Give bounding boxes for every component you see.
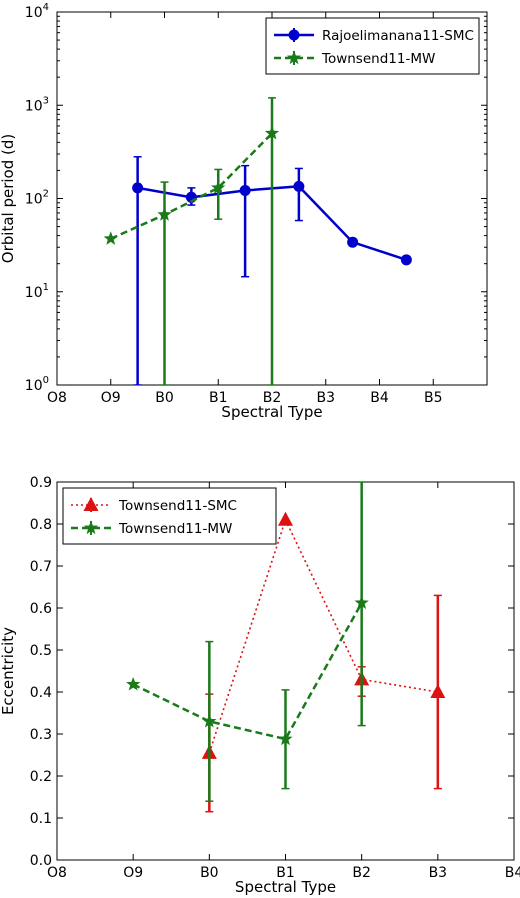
y-tick-base: 10	[25, 285, 43, 301]
y-tick-label: 104	[25, 2, 49, 21]
y-tick-label: 100	[25, 375, 49, 394]
x-tick-label: B4	[505, 865, 520, 881]
data-point	[126, 676, 141, 691]
x-tick-label: B4	[370, 390, 389, 406]
y-tick-label: 0.5	[30, 643, 52, 659]
x-tick-label: B2	[352, 865, 371, 881]
series-line	[110, 132, 273, 240]
y-tick-exponent: 4	[43, 2, 49, 13]
data-point	[293, 180, 305, 192]
x-tick-label: B3	[429, 865, 448, 881]
y-axis-label: Orbital period (d)	[0, 134, 17, 263]
x-tick-label: O8	[47, 865, 67, 881]
series-Townsend11-SMC	[201, 511, 446, 813]
data-area	[103, 97, 412, 385]
data-point	[239, 184, 251, 196]
series-line	[208, 517, 438, 754]
x-axis-label: Spectral Type	[235, 878, 336, 896]
y-tick-exponent: 2	[43, 189, 49, 200]
legend-label: Townsend11-MW	[118, 521, 232, 537]
data-point	[132, 182, 144, 194]
legend-box	[62, 487, 277, 545]
y-tick-base: 10	[25, 98, 43, 114]
data-point	[400, 254, 412, 266]
x-tick-label: B0	[200, 865, 219, 881]
data-point	[202, 713, 217, 728]
legend-marker	[83, 520, 99, 535]
legend-marker	[83, 497, 99, 511]
x-axis-label: Spectral Type	[221, 403, 322, 421]
series-line	[132, 602, 363, 741]
legend: Townsend11-SMC Townsend11-MW	[62, 487, 277, 545]
y-tick-label: 103	[25, 95, 49, 114]
legend: Rajoelimanana11-SMC Townsend11-MW	[265, 17, 480, 75]
x-tick-label: O9	[101, 390, 121, 406]
x-tick-label: B1	[209, 390, 228, 406]
data-area	[126, 482, 446, 813]
x-tick-label: O8	[47, 390, 67, 406]
data-point	[354, 595, 369, 610]
data-point	[157, 207, 172, 221]
data-point	[347, 236, 359, 248]
legend-label: Rajoelimanana11-SMC	[322, 28, 474, 44]
data-point	[211, 180, 226, 194]
y-tick-label: 0.8	[30, 517, 52, 533]
y-tick-exponent: 1	[43, 282, 49, 293]
legend-box	[265, 17, 480, 75]
series-Townsend11-MW	[103, 97, 280, 385]
data-point	[278, 731, 293, 746]
x-tick-label: B2	[263, 390, 282, 406]
legend-marker	[286, 50, 302, 65]
y-tick-label: 0.2	[30, 769, 52, 785]
legend-label: Townsend11-MW	[321, 51, 435, 67]
y-tick-exponent: 3	[43, 95, 49, 106]
y-tick-label: 101	[25, 282, 49, 301]
x-tick-label: B3	[316, 390, 335, 406]
y-tick-label: 0.3	[30, 727, 52, 743]
x-tick-label: B0	[155, 390, 174, 406]
chart-2: 0.0 0.1 0.2 0.3 0.4 0.5 0.6 0.7 0.8 0.9 O8 O9 B0 B1 B2…	[0, 475, 520, 896]
y-tick-base: 10	[25, 192, 43, 208]
y-tick-base: 10	[25, 5, 43, 21]
y-tick-label: 0.0	[30, 853, 52, 869]
series-Townsend11-MW	[126, 482, 369, 802]
y-tick-label: 0.1	[30, 811, 52, 827]
y-tick-base: 10	[25, 378, 43, 394]
y-tick-label: 0.9	[30, 475, 52, 491]
data-point	[430, 684, 446, 698]
y-tick-label: 0.6	[30, 601, 52, 617]
y-axis-label: Eccentricity	[0, 627, 17, 715]
data-point	[264, 125, 280, 140]
y-tick-label: 0.7	[30, 559, 52, 575]
data-point	[278, 511, 293, 526]
y-tick-exponent: 0	[43, 375, 49, 386]
x-tick-label: B5	[424, 390, 443, 406]
y-tick-label: 102	[25, 189, 49, 208]
y-tick-label: 0.4	[30, 685, 52, 701]
legend-marker	[288, 29, 300, 41]
legend-label: Townsend11-SMC	[118, 498, 237, 514]
data-point	[103, 231, 118, 245]
x-tick-label: B1	[276, 865, 295, 881]
x-tick-label: O9	[123, 865, 143, 881]
